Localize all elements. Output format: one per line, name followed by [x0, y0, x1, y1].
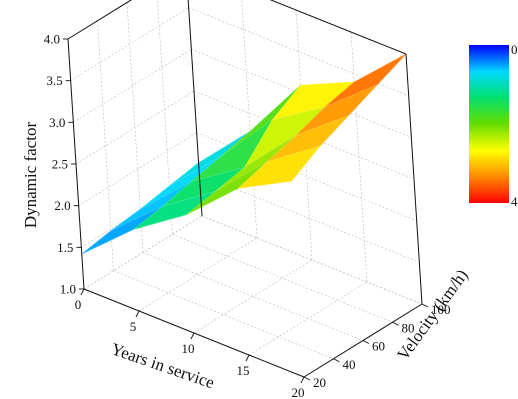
- backwall-gridline: [196, 132, 417, 221]
- axis-edge: [405, 53, 423, 305]
- x-tick-mark: [245, 354, 250, 362]
- y-tick-mark: [333, 358, 340, 363]
- leftwall-gridline: [83, 215, 203, 290]
- surface-patch: [324, 53, 407, 108]
- surface-meshline: [186, 84, 301, 215]
- backwall-gridline: [241, 0, 258, 239]
- floor-gridline: [172, 233, 393, 323]
- z-tick-label: 3.5: [46, 73, 62, 88]
- z-tick-label: 3.0: [49, 115, 65, 130]
- leftwall-gridline: [97, 20, 114, 271]
- floor-gridline: [138, 237, 258, 312]
- colorbar-gradient: [469, 45, 509, 203]
- axis-walls: [67, 0, 423, 378]
- backwall-gridline: [201, 215, 423, 305]
- x-tick-mark: [135, 310, 140, 318]
- z-tick-label: 1.0: [60, 282, 76, 297]
- surface-meshline: [140, 115, 349, 210]
- floor-gridline: [193, 259, 313, 334]
- backwall-gridline: [191, 49, 412, 138]
- surface-patch: [237, 145, 321, 189]
- z-tick-label: 2.5: [52, 157, 68, 172]
- axis-edge: [269, 0, 407, 55]
- x-tick-mark: [190, 332, 195, 340]
- y-tick-label: 40: [343, 357, 356, 372]
- surface-meshline: [81, 180, 292, 255]
- y-tick-label: 100: [431, 302, 451, 317]
- y-tick-label: 20: [313, 375, 326, 390]
- y-tick-mark: [303, 376, 311, 381]
- x-tick-mark: [80, 288, 85, 296]
- x-tick-label: 0: [75, 297, 82, 312]
- x-tick-label: 20: [292, 385, 305, 399]
- surface-meshline: [238, 81, 355, 189]
- surface-meshline: [291, 53, 407, 182]
- leftwall-gridline: [78, 132, 197, 206]
- axis-edge: [187, 0, 203, 217]
- surface-meshline: [169, 84, 378, 187]
- surface-meshline: [133, 131, 251, 230]
- surface-patch: [81, 205, 164, 255]
- leftwall-gridline: [67, 0, 132, 40]
- axes: [67, 0, 423, 378]
- x-tick-label: 10: [182, 341, 195, 356]
- z-tick-label: 1.5: [57, 240, 73, 255]
- z-tick-label: 2.0: [54, 198, 70, 213]
- floor-gridline: [142, 252, 364, 341]
- surface-meshline: [198, 53, 407, 163]
- backwall-gridline: [199, 174, 420, 263]
- surface-mesh: [81, 53, 407, 255]
- leftwall-gridline: [73, 49, 192, 123]
- x-tick-label: 15: [237, 363, 250, 378]
- surface-meshline: [81, 162, 199, 255]
- colorbar: 0 4: [469, 42, 518, 209]
- leftwall-gridline: [70, 7, 189, 81]
- leftwall-gridline: [75, 90, 195, 165]
- y-tick-label: 60: [372, 339, 385, 354]
- x-tick-label: 5: [130, 319, 137, 334]
- x-tick-mark: [300, 376, 305, 384]
- z-axis-label: Dynamic factor: [21, 122, 40, 229]
- z-tick-label: 4.0: [44, 32, 60, 47]
- y-tick-mark: [421, 303, 429, 308]
- y-tick-mark: [392, 321, 399, 326]
- backwall-gridline: [270, 0, 407, 55]
- tick-labels: 1.0 1.5 2.0 2.5 3.0 3.5 4.0 0 5 10 15 20 20 40 60 80 100: [44, 32, 451, 399]
- y-tick-mark: [362, 340, 370, 344]
- surface-meshline: [110, 146, 320, 232]
- colorbar-bottom-label: 4: [511, 194, 518, 209]
- floor-gridline: [113, 270, 334, 360]
- y-tick-label: 80: [402, 320, 415, 335]
- axis-edge: [67, 0, 132, 40]
- backwall-gridline: [193, 90, 415, 180]
- colorbar-top-label: 0: [511, 42, 518, 57]
- x-axis-label: Years in service: [109, 339, 217, 392]
